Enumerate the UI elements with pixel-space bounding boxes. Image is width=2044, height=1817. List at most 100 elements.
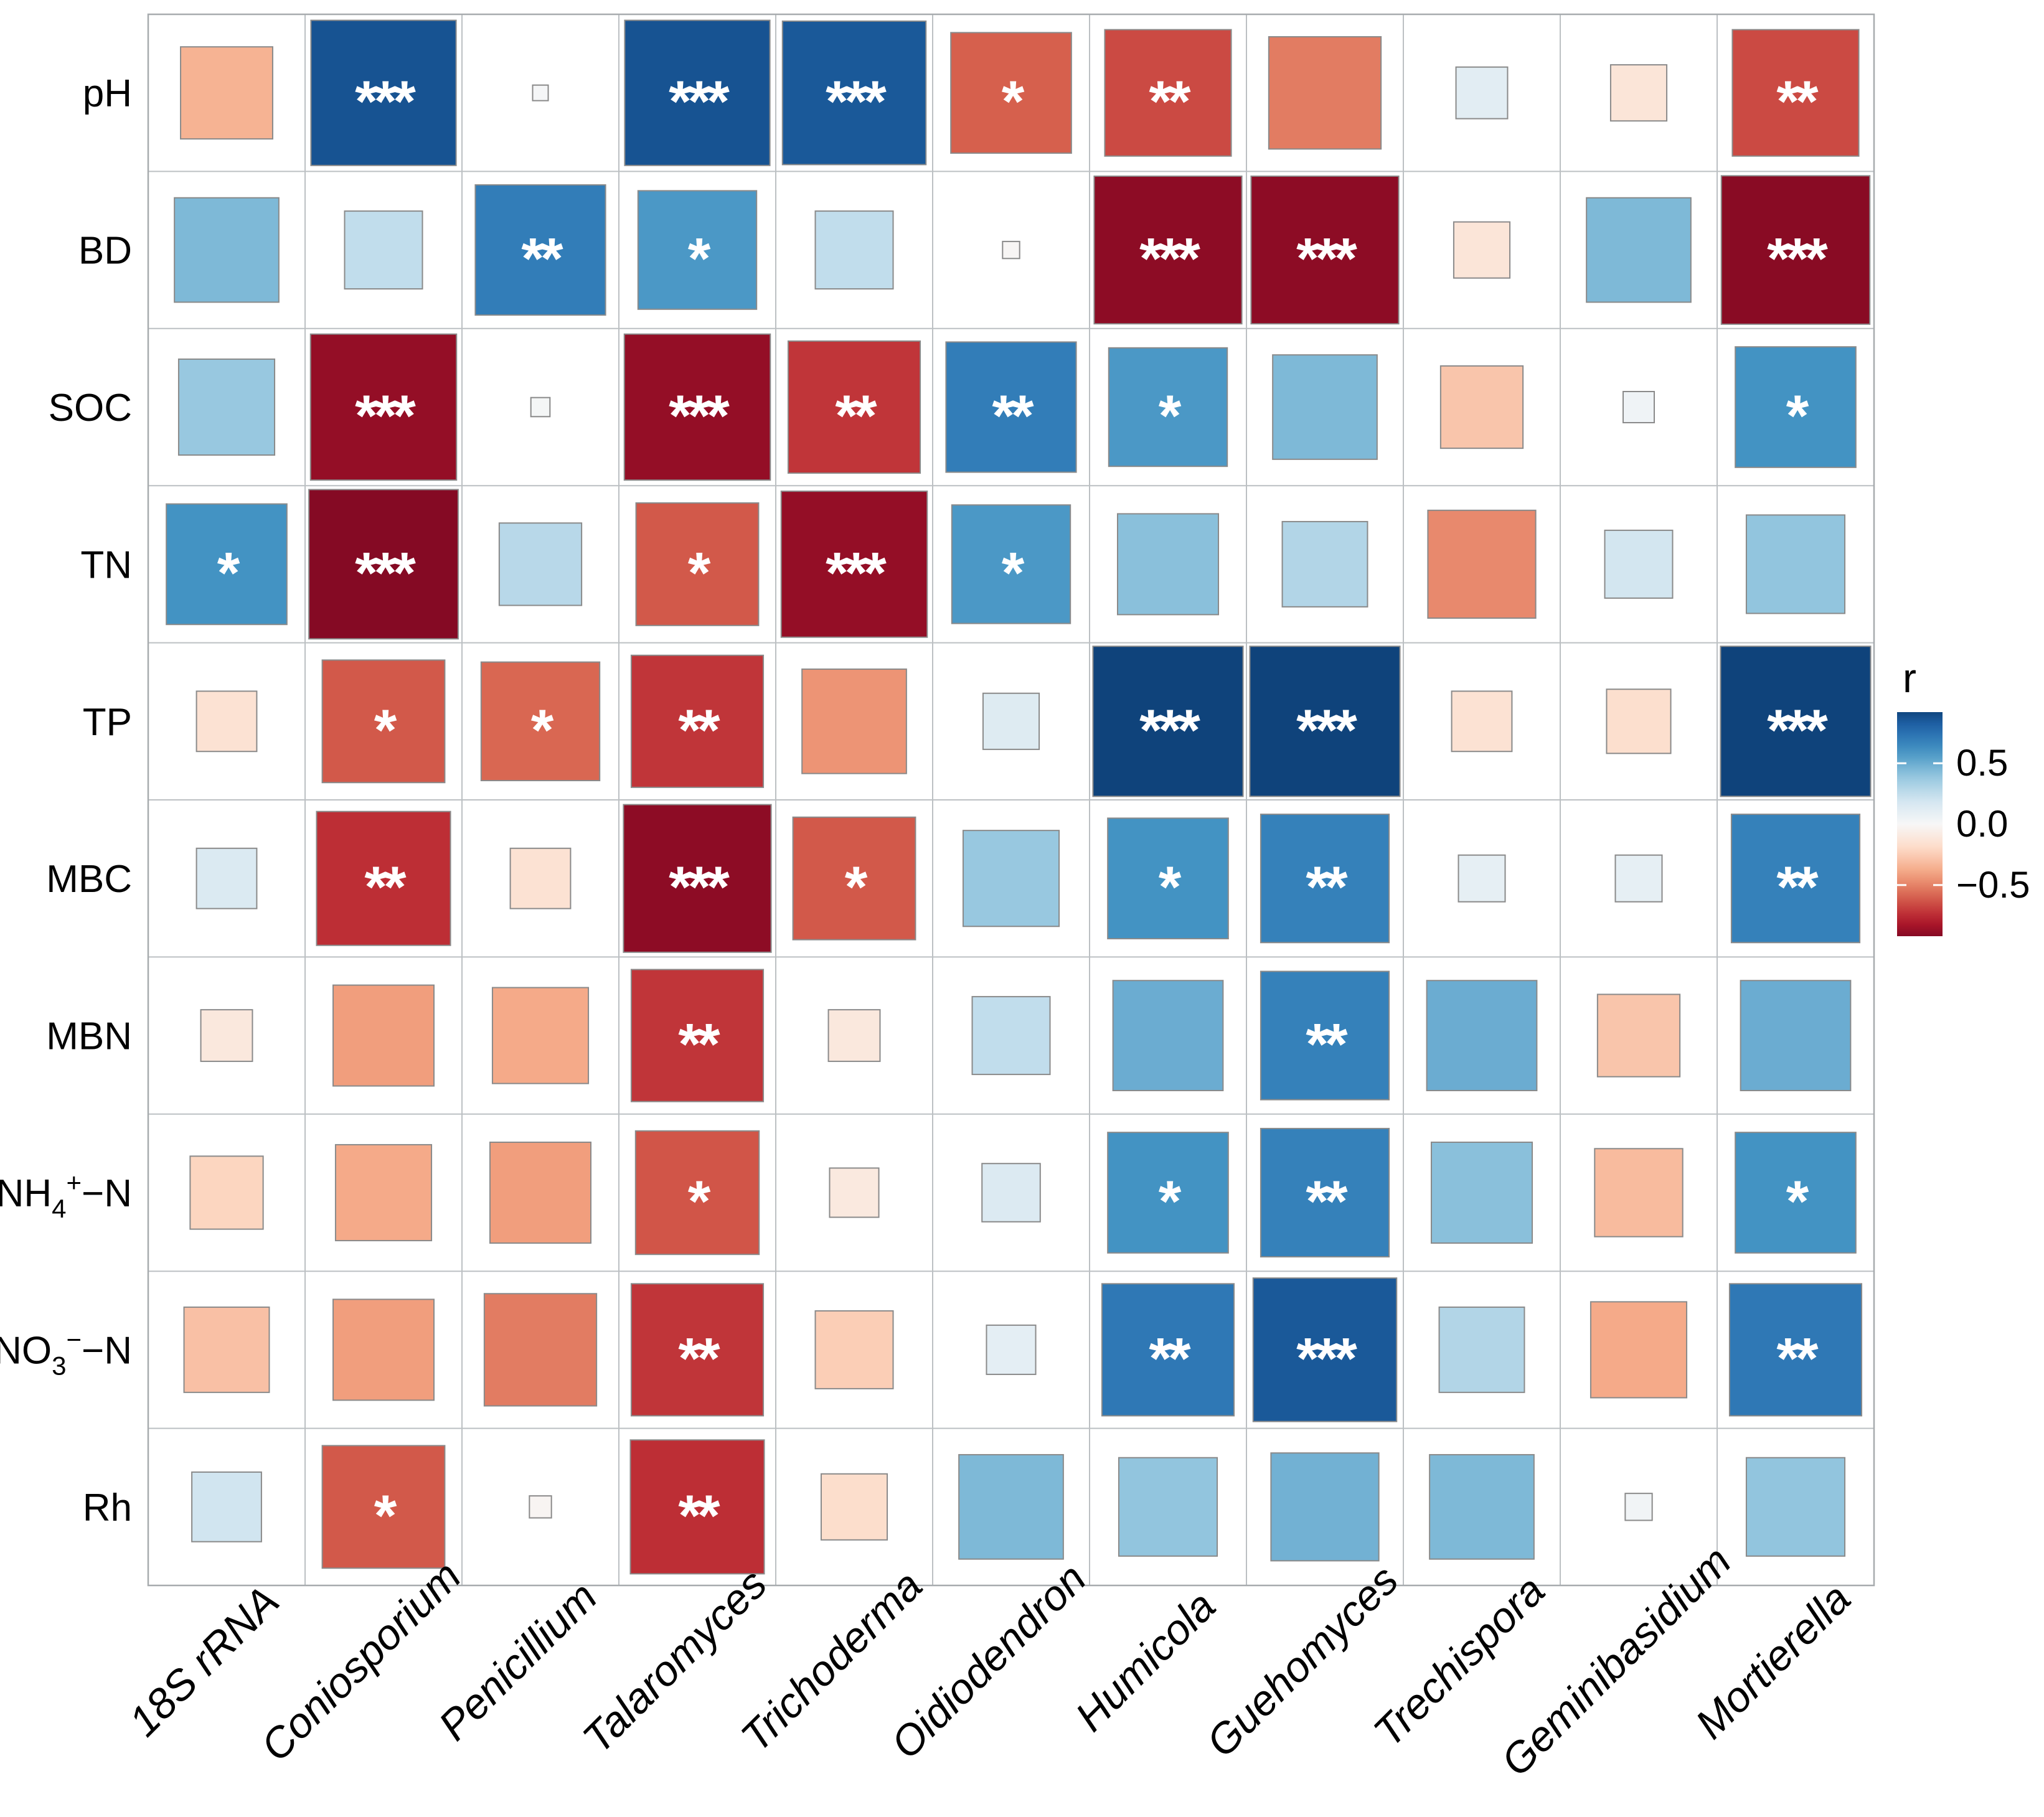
correlation-square [474,184,606,316]
matrix-cell [1426,980,1538,1091]
row-label: pH [83,72,132,115]
matrix-cell: * [634,1130,760,1256]
matrix-cell: *** [624,19,771,166]
correlation-square [344,210,423,290]
matrix-cell [1586,197,1692,303]
significance-stars: ** [1306,1168,1348,1234]
correlation-square [1624,1493,1653,1521]
matrix-cell: ** [474,184,606,316]
matrix-cell: * [166,503,288,626]
matrix-cell [1272,354,1378,460]
matrix-cell [814,210,894,290]
matrix-cell: * [321,1445,446,1569]
matrix-cell: *** [1252,1277,1398,1422]
matrix-cell [1622,391,1655,423]
correlation-square [1609,64,1668,122]
correlation-square [623,333,771,481]
correlation-square [1614,854,1663,903]
matrix-cell [195,690,258,753]
significance-stars: ** [678,1483,720,1548]
correlation-square [1430,1141,1533,1244]
matrix-cell [532,84,549,101]
significance-stars: ** [1306,1012,1348,1077]
correlation-square [981,1163,1041,1223]
matrix-cell [491,987,590,1084]
correlation-square [1116,513,1220,616]
column-labels: 18S rRNAConiosporiumPenicilliumTalaromyc… [120,1537,1860,1785]
matrix-cell [820,1473,888,1541]
matrix-cell: ** [1728,1283,1863,1417]
significance-stars: *** [826,540,887,605]
correlation-square [1108,347,1228,467]
significance-stars: *** [1296,226,1357,291]
matrix-cell: *** [1720,646,1872,797]
correlation-square [1622,391,1655,423]
matrix-cell [489,1141,592,1244]
row-label: SOC [49,387,132,430]
correlation-square [1586,197,1692,303]
correlation-square [183,1306,270,1393]
correlation-square [491,987,590,1084]
column-label: 18S rRNA [120,1577,288,1745]
correlation-square [1250,176,1400,325]
correlation-square [532,84,549,101]
correlation-square [635,502,760,626]
correlation-square [962,830,1060,927]
correlation-square [1112,980,1224,1091]
matrix-cell [1270,1452,1380,1562]
matrix-cell: * [637,190,758,310]
row-label: MBN [46,1015,132,1058]
correlation-square [1426,980,1538,1091]
correlation-square [1429,1453,1535,1560]
matrix-cell [174,197,280,303]
significance-stars: ** [1149,68,1191,134]
matrix-cell: ** [316,810,451,946]
correlation-square [200,1009,253,1063]
matrix-cell [1118,1457,1218,1557]
matrix-cell: * [1735,346,1857,468]
matrix-cell: ** [1731,29,1860,157]
matrix-cell [1281,520,1368,608]
matrix-cell [180,46,273,140]
correlation-square [1260,1127,1390,1258]
significance-stars: *** [1767,697,1828,763]
significance-stars: *** [669,383,730,448]
matrix-cell [1596,993,1681,1078]
correlation-square [1455,66,1509,120]
correlation-square [827,1009,881,1063]
correlation-square [623,804,772,953]
matrix-cell: ** [630,654,765,788]
matrix-cell [829,1167,880,1218]
row-label: Rh [83,1486,132,1529]
correlation-square [629,1439,765,1575]
correlation-square [624,19,771,166]
matrix-cell [1453,221,1511,279]
correlation-square [986,1324,1037,1375]
row-label: MBC [46,858,132,901]
correlation-square [332,1298,435,1401]
correlation-square [1260,814,1390,944]
correlation-square [1249,646,1401,797]
matrix-cell [177,358,276,456]
correlation-square [1606,688,1672,754]
correlation-square [637,190,758,310]
matrix-cell: * [792,816,916,941]
significance-stars: *** [669,68,730,134]
matrix-cell: * [1735,1132,1857,1254]
matrix-cell [827,1009,881,1063]
correlation-square [1745,514,1846,614]
correlation-square [814,1310,894,1389]
row-label: BD [78,230,132,273]
matrix-cell [801,668,907,774]
matrix-cell: ** [630,1283,765,1417]
matrix-cell [1458,854,1506,903]
significance-stars: *** [1767,226,1828,291]
correlation-square [1731,29,1860,157]
legend-tick-label: 0.0 [1956,803,2008,845]
correlation-square [1101,1283,1235,1417]
correlation-square [1458,854,1506,903]
matrix-cell [1606,688,1672,754]
correlation-square [1107,1132,1229,1254]
correlation-square [971,996,1051,1076]
significance-stars: ** [835,383,877,448]
